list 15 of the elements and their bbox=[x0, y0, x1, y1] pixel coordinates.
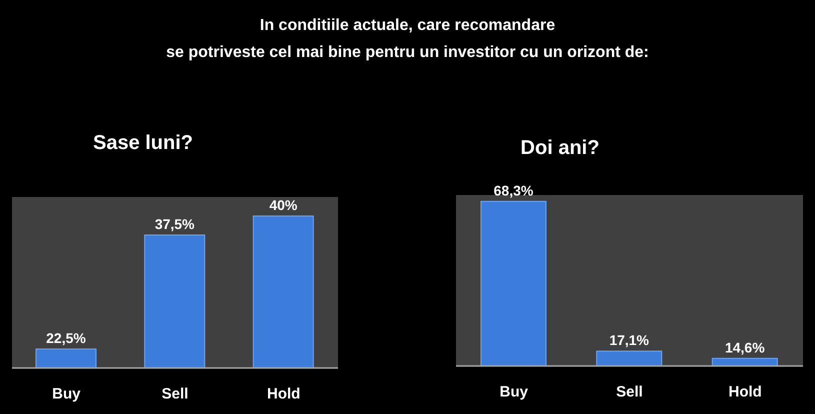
chart-title: Sase luni? bbox=[92, 131, 194, 156]
text: In conditiile actuale, care recomandare se potriveste cel mai bine pentru un investitor cu un orizont de: bbox=[165, 16, 650, 63]
data-label: 40% bbox=[269, 197, 298, 213]
x-tick-label: Buy bbox=[500, 384, 529, 401]
data-label: 22,5% bbox=[46, 330, 86, 346]
x-tick-label: Hold bbox=[267, 386, 300, 403]
x-tick-label: Sell bbox=[616, 384, 643, 401]
chart-title: Doi ani? bbox=[520, 136, 600, 161]
x-tick-label: Sell bbox=[162, 386, 188, 403]
data-label: 68,3% bbox=[494, 182, 534, 198]
x-tick-label: Buy bbox=[52, 386, 82, 403]
data-label: 14,6% bbox=[724, 339, 766, 356]
data-label: 37,5% bbox=[154, 216, 196, 232]
x-tick-label: Hold bbox=[728, 384, 762, 401]
data-label: 17,1% bbox=[609, 332, 650, 348]
